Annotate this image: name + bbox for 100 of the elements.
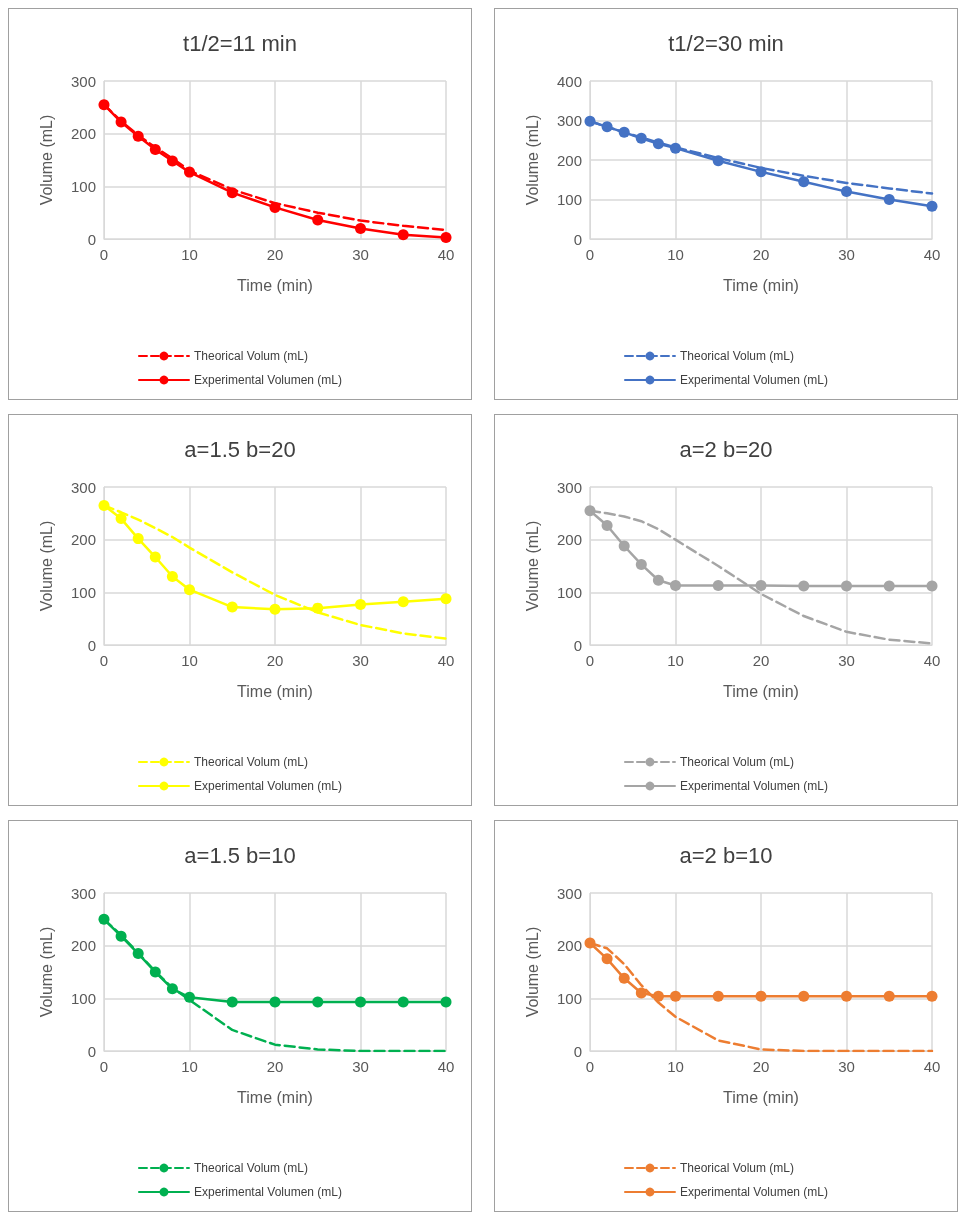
x-tick-label: 40 bbox=[437, 246, 455, 263]
point bbox=[355, 222, 366, 234]
point bbox=[670, 990, 681, 1002]
y-axis-title: Volume (mL) bbox=[523, 520, 541, 612]
x-tick-label: 40 bbox=[437, 1058, 455, 1075]
point bbox=[355, 996, 366, 1008]
y-tick-label: 0 bbox=[573, 1042, 582, 1060]
point bbox=[440, 231, 452, 243]
y-tick-label: 100 bbox=[556, 989, 582, 1007]
point bbox=[883, 194, 895, 205]
point bbox=[149, 143, 161, 155]
legend-label: Theorical Volum (mL) bbox=[193, 1161, 309, 1175]
x-tick-label: 0 bbox=[99, 246, 109, 263]
point bbox=[269, 603, 281, 615]
point bbox=[166, 155, 178, 167]
y-tick-label: 100 bbox=[556, 191, 582, 208]
point bbox=[584, 115, 596, 127]
y-tick-label: 300 bbox=[556, 112, 582, 129]
x-tick-label: 10 bbox=[667, 652, 684, 669]
point bbox=[149, 551, 161, 563]
x-tick-label: 30 bbox=[352, 652, 369, 669]
point bbox=[132, 533, 144, 545]
y-tick-label: 300 bbox=[556, 478, 582, 496]
x-axis-title: Time (min) bbox=[237, 1088, 313, 1106]
x-axis-title: Time (min) bbox=[237, 682, 313, 700]
y-axis-title: Volume (mL) bbox=[37, 520, 55, 612]
legend-label: Theorical Volum (mL) bbox=[193, 755, 309, 769]
point bbox=[98, 499, 110, 511]
y-tick-label: 200 bbox=[556, 151, 582, 169]
x-tick-label: 30 bbox=[838, 1058, 855, 1075]
point bbox=[98, 99, 110, 111]
point bbox=[712, 990, 724, 1002]
point bbox=[269, 201, 281, 213]
point bbox=[98, 913, 110, 925]
x-tick-label: 40 bbox=[923, 246, 941, 263]
y-tick-label: 100 bbox=[70, 177, 96, 195]
point bbox=[601, 519, 613, 531]
point bbox=[712, 155, 724, 167]
legend-label: Experimental Volumen (mL) bbox=[193, 1185, 343, 1199]
x-axis-title: Time (min) bbox=[237, 276, 313, 294]
point bbox=[635, 987, 647, 999]
x-tick-label: 10 bbox=[667, 246, 684, 263]
y-tick-label: 200 bbox=[70, 937, 96, 955]
y-tick-label: 200 bbox=[556, 937, 582, 955]
x-tick-label: 0 bbox=[99, 652, 109, 669]
point bbox=[755, 990, 767, 1002]
point bbox=[618, 540, 630, 552]
x-tick-label: 10 bbox=[181, 652, 198, 669]
point bbox=[166, 571, 178, 583]
y-tick-label: 300 bbox=[70, 72, 96, 90]
x-tick-label: 40 bbox=[923, 1058, 941, 1075]
y-tick-label: 0 bbox=[87, 230, 96, 248]
y-tick-label: 400 bbox=[556, 72, 582, 90]
y-tick-label: 200 bbox=[556, 531, 582, 549]
point bbox=[601, 121, 613, 133]
x-tick-label: 0 bbox=[99, 1058, 109, 1075]
point bbox=[115, 513, 127, 525]
point bbox=[798, 176, 810, 188]
point bbox=[652, 990, 664, 1002]
y-tick-label: 200 bbox=[70, 531, 96, 549]
point bbox=[926, 990, 938, 1002]
point bbox=[397, 596, 409, 608]
point bbox=[440, 996, 452, 1008]
point bbox=[312, 996, 324, 1008]
x-tick-label: 20 bbox=[752, 652, 770, 669]
chart-title: a=2 b=10 bbox=[679, 842, 773, 868]
point bbox=[440, 593, 452, 605]
point bbox=[397, 996, 409, 1008]
x-tick-label: 30 bbox=[352, 246, 369, 263]
x-tick-label: 10 bbox=[181, 1058, 198, 1075]
point bbox=[132, 130, 144, 142]
point bbox=[184, 166, 195, 178]
legend-label: Theorical Volum (mL) bbox=[679, 1161, 795, 1175]
point bbox=[883, 990, 895, 1002]
x-axis-title: Time (min) bbox=[723, 276, 799, 294]
x-tick-label: 20 bbox=[266, 246, 284, 263]
point bbox=[355, 598, 366, 610]
y-axis-title: Volume (mL) bbox=[37, 114, 55, 206]
point bbox=[652, 574, 664, 586]
chart-title: t1/2=30 min bbox=[668, 30, 784, 56]
y-tick-label: 0 bbox=[87, 636, 96, 654]
x-tick-label: 40 bbox=[923, 652, 941, 669]
y-tick-label: 100 bbox=[70, 583, 96, 601]
point bbox=[841, 580, 852, 592]
point bbox=[883, 580, 895, 592]
y-tick-label: 0 bbox=[87, 1042, 96, 1060]
point bbox=[184, 584, 195, 596]
x-tick-label: 30 bbox=[352, 1058, 369, 1075]
y-tick-label: 100 bbox=[556, 583, 582, 601]
point bbox=[841, 990, 852, 1002]
x-axis-title: Time (min) bbox=[723, 682, 799, 700]
legend-label: Experimental Volumen (mL) bbox=[679, 1185, 829, 1199]
point bbox=[166, 983, 178, 995]
legend-label: Theorical Volum (mL) bbox=[193, 349, 309, 363]
y-tick-label: 100 bbox=[70, 989, 96, 1007]
y-tick-label: 300 bbox=[70, 884, 96, 902]
x-axis-title: Time (min) bbox=[723, 1088, 799, 1106]
point bbox=[601, 953, 613, 965]
legend-label: Experimental Volumen (mL) bbox=[193, 779, 343, 793]
point bbox=[584, 937, 596, 949]
